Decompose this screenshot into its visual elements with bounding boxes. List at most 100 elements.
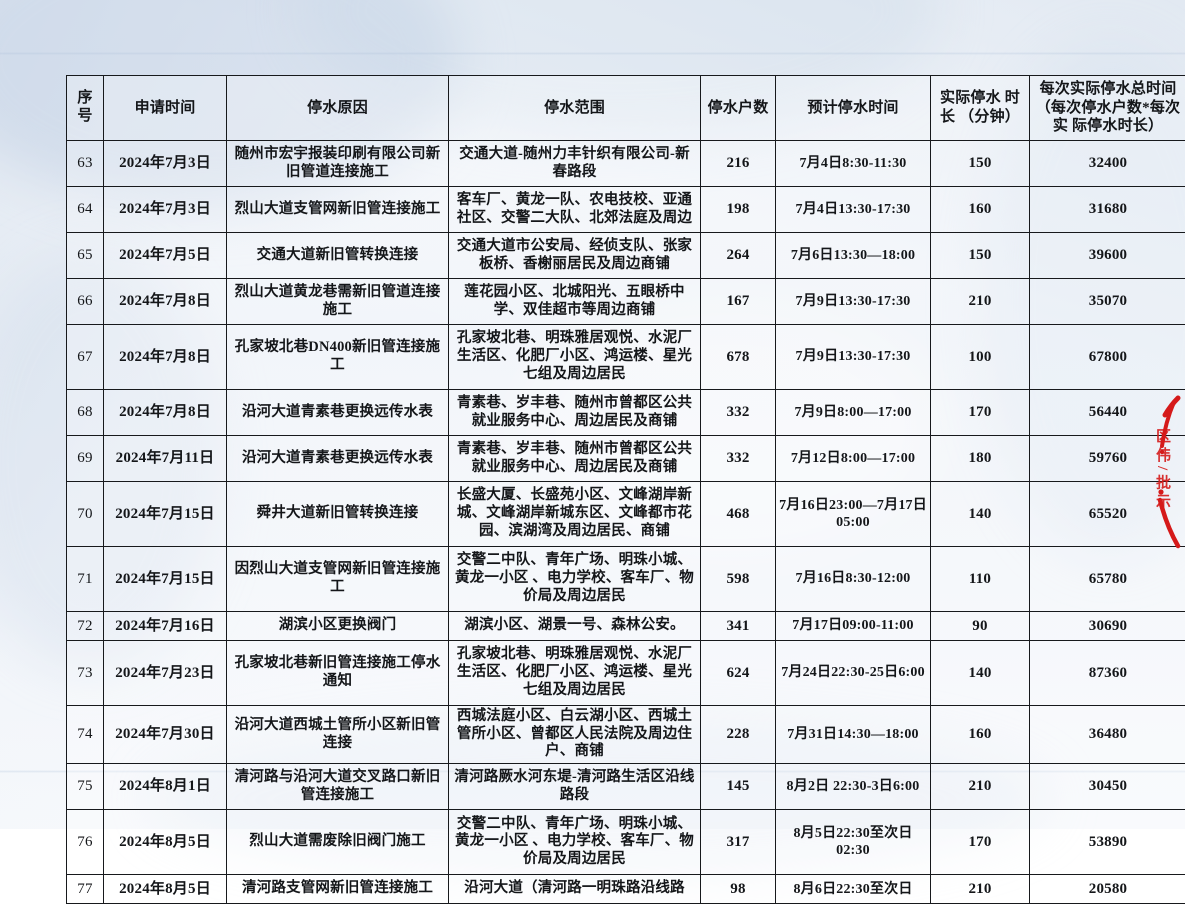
cell-reason: 交通大道新旧管转换连接 — [227, 233, 449, 279]
cell-total-time: 31680 — [1030, 187, 1185, 233]
cell-reason: 清河路支管网新旧管连接施工 — [227, 875, 449, 904]
column-header-reason: 停水原因 — [227, 76, 449, 141]
cell-actual-duration: 210 — [931, 279, 1030, 325]
cell-planned-time: 7月31日14:30—18:00 — [776, 706, 931, 764]
cell-actual-duration: 160 — [931, 706, 1030, 764]
cell-scope: 长盛大厦、长盛苑小区、文峰湖岸新城、文峰湖岸新城东区、文峰都市花园、滨湖湾及周边… — [449, 482, 701, 547]
cell-reason: 沿河大道青素巷更换远传水表 — [227, 390, 449, 436]
cell-apply-time: 2024年8月5日 — [104, 810, 227, 875]
cell-total-time: 35070 — [1030, 279, 1185, 325]
cell-reason: 沿河大道青素巷更换远传水表 — [227, 436, 449, 482]
cell-planned-time: 7月4日8:30-11:30 — [776, 141, 931, 187]
cell-households: 624 — [701, 641, 776, 706]
water-outage-table-container: 序 号 申请时间 停水原因 停水范围 停水户数 预计停水时间 实际停水 时长 （… — [66, 75, 1131, 904]
cell-households: 332 — [701, 390, 776, 436]
cell-reason: 沿河大道西城土管所小区新旧管连接 — [227, 706, 449, 764]
cell-reason: 孔家坡北巷DN400新旧管连接施工 — [227, 325, 449, 390]
cell-reason: 烈山大道黄龙巷需新旧管道连接施工 — [227, 279, 449, 325]
cell-apply-time: 2024年7月11日 — [104, 436, 227, 482]
cell-households: 228 — [701, 706, 776, 764]
column-header-planned-time: 预计停水时间 — [776, 76, 931, 141]
cell-scope: 交警二中队、青年广场、明珠小城、黄龙一小区 、电力学校、客车厂、物价局及周边居民 — [449, 810, 701, 875]
cell-sequence: 68 — [67, 390, 104, 436]
cell-planned-time: 7月12日8:00—17:00 — [776, 436, 931, 482]
cell-sequence: 70 — [67, 482, 104, 547]
scanned-page: 序 号 申请时间 停水原因 停水范围 停水户数 预计停水时间 实际停水 时长 （… — [0, 0, 1185, 829]
cell-scope: 青素巷、岁丰巷、随州市曾都区公共就业服务中心、周边居民及商铺 — [449, 436, 701, 482]
cell-actual-duration: 150 — [931, 141, 1030, 187]
cell-apply-time: 2024年7月8日 — [104, 279, 227, 325]
cell-reason: 孔家坡北巷新旧管连接施工停水通知 — [227, 641, 449, 706]
cell-reason: 清河路与沿河大道交叉路口新旧管连接施工 — [227, 764, 449, 810]
header-row: 序 号 申请时间 停水原因 停水范围 停水户数 预计停水时间 实际停水 时长 （… — [67, 76, 1185, 141]
cell-sequence: 76 — [67, 810, 104, 875]
cell-sequence: 75 — [67, 764, 104, 810]
scan-artifact — [0, 52, 1185, 55]
cell-reason: 烈山大道支管网新旧管连接施工 — [227, 187, 449, 233]
cell-scope: 青素巷、岁丰巷、随州市曾都区公共就业服务中心、周边居民及商铺 — [449, 390, 701, 436]
cell-planned-time: 8月6日22:30至次日 — [776, 875, 931, 904]
cell-apply-time: 2024年7月8日 — [104, 325, 227, 390]
cell-actual-duration: 100 — [931, 325, 1030, 390]
cell-total-time: 30690 — [1030, 612, 1185, 641]
cell-actual-duration: 150 — [931, 233, 1030, 279]
cell-sequence: 73 — [67, 641, 104, 706]
cell-reason: 因烈山大道支管网新旧管连接施工 — [227, 547, 449, 612]
cell-total-time: 65520 — [1030, 482, 1185, 547]
column-header-total-time-line1: 每次实际停水总时间 — [1040, 81, 1177, 97]
cell-sequence: 64 — [67, 187, 104, 233]
column-header-actual-duration: 实际停水 时长 （分钟） — [931, 76, 1030, 141]
cell-total-time: 36480 — [1030, 706, 1185, 764]
cell-planned-time: 7月6日13:30—18:00 — [776, 233, 931, 279]
cell-reason: 舜井大道新旧管转换连接 — [227, 482, 449, 547]
cell-households: 145 — [701, 764, 776, 810]
cell-households: 216 — [701, 141, 776, 187]
cell-actual-duration: 210 — [931, 764, 1030, 810]
column-header-apply-time: 申请时间 — [104, 76, 227, 141]
cell-planned-time: 7月16日8:30-12:00 — [776, 547, 931, 612]
cell-total-time: 30450 — [1030, 764, 1185, 810]
cell-actual-duration: 160 — [931, 187, 1030, 233]
cell-scope: 交警二中队、青年广场、明珠小城、黄龙一小区 、电力学校、客车厂、物价局及周边居民 — [449, 547, 701, 612]
cell-planned-time: 7月9日8:00—17:00 — [776, 390, 931, 436]
column-header-total-time-line3: 际停水时长） — [1072, 118, 1163, 134]
cell-actual-duration: 180 — [931, 436, 1030, 482]
cell-actual-duration: 140 — [931, 641, 1030, 706]
column-header-actual-duration-line1: 实际停水 — [940, 90, 1001, 106]
cell-total-time: 56440 — [1030, 390, 1185, 436]
cell-apply-time: 2024年7月23日 — [104, 641, 227, 706]
cell-actual-duration: 210 — [931, 875, 1030, 904]
cell-total-time: 65780 — [1030, 547, 1185, 612]
cell-scope: 交通大道市公安局、经侦支队、张家板桥、香榭丽居民及周边商铺 — [449, 233, 701, 279]
cell-total-time: 39600 — [1030, 233, 1185, 279]
cell-planned-time: 7月9日13:30-17:30 — [776, 279, 931, 325]
column-header-households: 停水户数 — [701, 76, 776, 141]
cell-planned-time: 8月2日 22:30-3日6:00 — [776, 764, 931, 810]
cell-households: 317 — [701, 810, 776, 875]
cell-sequence: 77 — [67, 875, 104, 904]
cell-apply-time: 2024年7月8日 — [104, 390, 227, 436]
cell-apply-time: 2024年8月5日 — [104, 875, 227, 904]
cell-planned-time: 8月5日22:30至次日02:30 — [776, 810, 931, 875]
cell-reason: 随州市宏宇报装印刷有限公司新旧管道连接施工 — [227, 141, 449, 187]
cell-apply-time: 2024年7月5日 — [104, 233, 227, 279]
cell-households: 332 — [701, 436, 776, 482]
cell-sequence: 63 — [67, 141, 104, 187]
cell-total-time: 59760 — [1030, 436, 1185, 482]
cell-sequence: 66 — [67, 279, 104, 325]
cell-households: 341 — [701, 612, 776, 641]
cell-total-time: 53890 — [1030, 810, 1185, 875]
cell-households: 98 — [701, 875, 776, 904]
